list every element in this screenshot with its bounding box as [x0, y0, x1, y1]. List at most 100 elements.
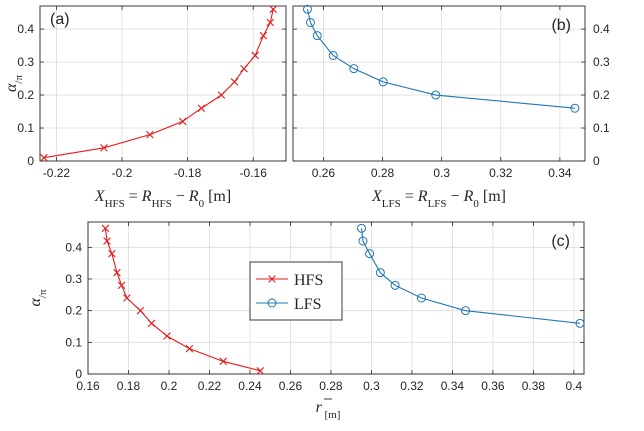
- y-tick-label: 0.4: [593, 22, 610, 36]
- x-tick-label: -0.22: [43, 166, 71, 180]
- x-tick-label: 0.16: [76, 379, 100, 393]
- legend-lfs-label: LFS: [294, 296, 322, 313]
- lfs-point: [312, 31, 322, 41]
- hfs-point: [147, 319, 156, 328]
- y-axis-label: α/π: [3, 75, 25, 92]
- x-tick-label: 0.26: [312, 166, 336, 180]
- y-axis-label: α/π: [27, 289, 49, 306]
- y-tick-label: 0.1: [17, 121, 34, 135]
- lfs-point: [375, 268, 385, 278]
- axes-frame: [39, 5, 287, 162]
- panel-a: -0.22 -0.2 -0.18 -0.16 0 0.1 0.2 0.3 0.4 (a) XHFS …: [3, 5, 287, 210]
- hfs-point: [266, 18, 275, 27]
- x-tick-label: 0.28: [319, 379, 343, 393]
- x-tick-label: 0.2: [161, 379, 178, 393]
- x-tick-label: 0.26: [279, 379, 303, 393]
- lfs-point: [378, 77, 388, 87]
- legend-hfs-label: HFS: [294, 272, 323, 289]
- hfs-series-line: [104, 228, 261, 372]
- hfs-point: [40, 153, 48, 162]
- axes-frame: [87, 221, 585, 375]
- legend-box: [249, 261, 343, 321]
- y-tick-label: 0.2: [17, 88, 34, 102]
- y-tick-label: 0.2: [65, 304, 82, 318]
- x-tick-label: 0.18: [117, 379, 141, 393]
- hfs-point: [185, 344, 194, 353]
- y-tick-label: 0.2: [593, 88, 610, 102]
- lfs-point: [365, 249, 375, 259]
- x-tick-label: 0.3: [363, 379, 380, 393]
- y-tick-label: 0: [27, 154, 34, 168]
- hfs-point: [117, 281, 126, 290]
- legend-hfs-marker: [268, 275, 276, 283]
- hfs-point: [113, 268, 121, 277]
- y-tick-label: 0.3: [17, 55, 34, 69]
- x-tick-label: 0.34: [441, 379, 465, 393]
- panel-label: (c): [551, 233, 570, 250]
- lfs-point: [575, 318, 585, 328]
- lfs-point: [305, 17, 315, 27]
- y-tick-label: 0.3: [65, 272, 82, 286]
- lfs-series-line: [360, 228, 581, 324]
- hfs-point: [163, 332, 171, 340]
- x-tick-label: -0.2: [112, 166, 133, 180]
- x-tick-label: 0.3: [433, 166, 450, 180]
- y-tick-label: 0: [75, 367, 82, 381]
- hfs-point: [123, 294, 131, 302]
- legend-lfs-marker: [267, 298, 277, 308]
- hfs-point: [219, 357, 228, 366]
- x-axis-label: r [m]: [316, 399, 341, 421]
- x-tick-label: -0.16: [240, 166, 268, 180]
- lfs-point: [357, 223, 367, 233]
- hfs-point: [136, 306, 145, 315]
- x-tick-label: 0.32: [489, 166, 513, 180]
- lfs-point: [570, 103, 580, 113]
- y-tick-label: 0.1: [593, 121, 610, 135]
- x-tick-label: 0.32: [400, 379, 424, 393]
- y-tick-label: 0.4: [17, 22, 34, 36]
- hfs-point: [178, 117, 187, 126]
- lfs-point: [349, 64, 359, 74]
- x-tick-label: -0.18: [174, 166, 202, 180]
- hfs-point: [197, 104, 206, 113]
- x-tick-label: 0.34: [548, 166, 572, 180]
- lfs-point: [358, 236, 368, 246]
- hfs-point: [251, 51, 259, 60]
- y-tick-label: 0.3: [593, 55, 610, 69]
- hfs-point: [269, 5, 277, 14]
- hfs-point: [103, 237, 111, 245]
- hfs-point: [256, 367, 265, 375]
- hfs-point: [217, 91, 226, 99]
- x-tick-label: 0.28: [371, 166, 395, 180]
- hfs-point: [240, 64, 248, 73]
- legend: HFS LFS: [249, 261, 343, 321]
- panel-c: 0.16 0.18 0.2 0.22 0.24 0.26 0.28 0.3 0.32 0.34 0.…: [27, 221, 585, 421]
- x-axis-label: XLFS = RLFS − R0 [m]: [371, 188, 506, 210]
- y-tick-label: 0.1: [65, 335, 82, 349]
- x-tick-label: 0.4: [566, 379, 583, 393]
- axes-frame: [292, 5, 586, 162]
- lfs-point: [390, 280, 400, 290]
- hfs-point: [230, 78, 239, 86]
- lfs-point: [461, 306, 471, 316]
- x-tick-label: 0.22: [198, 379, 222, 393]
- hfs-series-line: [43, 9, 274, 159]
- panel-label: (a): [50, 11, 70, 28]
- x-tick-label: 0.24: [238, 379, 262, 393]
- y-tick-label: 0.4: [65, 240, 82, 254]
- hfs-point: [101, 224, 110, 233]
- x-tick-label: 0.36: [481, 379, 505, 393]
- hfs-point: [146, 130, 154, 139]
- hfs-point: [100, 144, 108, 152]
- panel-b: 0.26 0.28 0.3 0.32 0.34 0 0.1 0.2 0.3 0.4 (b) XLFS …: [292, 4, 610, 210]
- hfs-point: [259, 31, 268, 40]
- x-tick-label: 0.38: [522, 379, 546, 393]
- lfs-point: [302, 4, 312, 14]
- lfs-point: [416, 293, 426, 303]
- lfs-point: [328, 50, 338, 60]
- y-tick-label: 0: [593, 154, 600, 168]
- x-axis-label: XHFS = RHFS − R0 [m]: [94, 188, 231, 210]
- panel-label: (b): [551, 17, 571, 34]
- hfs-point: [108, 249, 116, 258]
